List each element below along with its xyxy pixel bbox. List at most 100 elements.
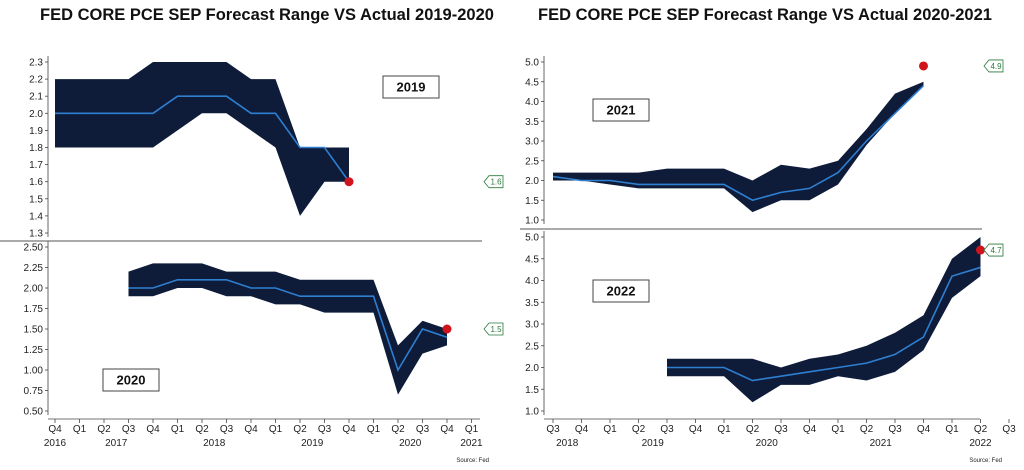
chart-title-right: FED CORE PCE SEP Forecast Range VS Actua… <box>538 6 992 24</box>
x-tick-label: Q4 <box>440 424 454 435</box>
y-tick-label: 1.00 <box>24 366 44 377</box>
x-tick-label: Q2 <box>195 424 209 435</box>
year-label-box-2021 <box>592 98 650 122</box>
year-label-text: 2020 <box>117 373 146 388</box>
y-tick-label: 2.1 <box>29 92 43 103</box>
year-label-text: 2021 <box>607 103 636 118</box>
y-tick-label: 1.50 <box>24 325 44 336</box>
y-tick-label: 1.0 <box>525 407 539 418</box>
x-tick-label: Q1 <box>367 424 381 435</box>
x-year-label: 2021 <box>460 438 483 449</box>
x-tick-label: Q4 <box>342 424 356 435</box>
source-note-left: Source: Fed <box>456 458 489 464</box>
x-year-label: 2020 <box>756 438 779 449</box>
y-tick-label: 2.00 <box>24 284 44 295</box>
y-tick-label: 1.3 <box>29 229 43 240</box>
x-tick-label: Q3 <box>774 424 788 435</box>
actual-value-tag-2020 <box>483 322 504 336</box>
y-tick-label: 4.0 <box>525 276 539 287</box>
forecast-range-band-2019 <box>55 62 349 216</box>
median-line-2021 <box>552 85 925 202</box>
x-tick-label: Q4 <box>917 424 931 435</box>
x-tick-label: Q3 <box>546 424 560 435</box>
x-tick-label: Q4 <box>146 424 160 435</box>
x-tick-label: Q1 <box>171 424 185 435</box>
x-tick-label: Q4 <box>244 424 258 435</box>
x-year-label: 2020 <box>399 438 422 449</box>
x-year-label: 2019 <box>301 438 324 449</box>
y-tick-label: 4.5 <box>525 77 539 88</box>
y-tick-label: 1.0 <box>525 216 539 227</box>
y-tick-label: 1.4 <box>29 211 43 222</box>
x-tick-label: Q1 <box>717 424 731 435</box>
x-year-label: 2016 <box>44 438 67 449</box>
y-tick-label: 2.25 <box>24 263 44 274</box>
actual-value-dot-2020 <box>442 324 452 334</box>
x-tick-label: Q1 <box>945 424 959 435</box>
y-tick-label: 2.50 <box>24 243 44 254</box>
y-tick-label: 4.5 <box>525 254 539 265</box>
x-tick-label: Q4 <box>575 424 589 435</box>
median-line-2020 <box>128 278 448 372</box>
y-tick-label: 1.5 <box>525 196 539 207</box>
y-tick-label: 2.0 <box>29 109 43 120</box>
x-tick-label: Q1 <box>831 424 845 435</box>
actual-value-dot-2022 <box>976 245 985 255</box>
y-tick-label: 0.50 <box>24 407 44 418</box>
x-year-label: 2019 <box>642 438 665 449</box>
x-tick-label: Q1 <box>465 424 479 435</box>
x-tick-label: Q2 <box>974 424 988 435</box>
y-tick-label: 1.6 <box>29 177 43 188</box>
x-year-label: 2018 <box>556 438 579 449</box>
actual-value-tag-label: 1.5 <box>490 325 502 334</box>
x-tick-label: Q2 <box>391 424 405 435</box>
forecast-range-band-2021 <box>553 81 924 213</box>
y-tick-label: 1.7 <box>29 160 43 171</box>
x-tick-label: Q4 <box>689 424 703 435</box>
x-tick-label: Q3 <box>220 424 234 435</box>
actual-value-tag-2019 <box>483 175 504 189</box>
y-tick-label: 5.0 <box>525 58 539 69</box>
y-tick-label: 4.0 <box>525 97 539 108</box>
x-tick-label: Q3 <box>660 424 674 435</box>
x-tick-label: Q2 <box>293 424 307 435</box>
chart-title-left: FED CORE PCE SEP Forecast Range VS Actua… <box>40 6 494 24</box>
x-tick-label: Q4 <box>803 424 817 435</box>
x-year-label: 2022 <box>969 438 992 449</box>
source-note-right: Source: Fed <box>969 458 1002 464</box>
actual-value-tag-label: 1.6 <box>490 178 502 187</box>
x-tick-label: Q3 <box>1002 424 1016 435</box>
y-tick-label: 2.0 <box>525 176 539 187</box>
y-tick-label: 1.9 <box>29 126 43 137</box>
year-label-box-2020 <box>102 368 160 392</box>
x-tick-label: Q1 <box>603 424 617 435</box>
x-year-label: 2018 <box>203 438 226 449</box>
y-tick-label: 3.0 <box>525 137 539 148</box>
y-tick-label: 2.5 <box>525 156 539 167</box>
actual-value-dot-2021 <box>919 61 928 71</box>
actual-value-tag-label: 4.9 <box>990 62 1002 71</box>
actual-value-tag-2022 <box>983 243 1004 257</box>
actual-value-tag-2021 <box>983 59 1004 73</box>
x-year-label: 2017 <box>105 438 128 449</box>
actual-value-tag-label: 4.7 <box>990 246 1002 255</box>
y-tick-label: 5.0 <box>525 233 539 244</box>
median-line-2019 <box>55 95 350 183</box>
y-tick-label: 3.5 <box>525 117 539 128</box>
x-tick-label: Q2 <box>632 424 646 435</box>
y-tick-label: 0.75 <box>24 386 44 397</box>
median-line-2022 <box>667 266 981 382</box>
x-tick-label: Q2 <box>746 424 760 435</box>
y-tick-label: 3.0 <box>525 320 539 331</box>
year-label-box-2019 <box>382 75 440 99</box>
y-tick-label: 1.25 <box>24 345 44 356</box>
y-tick-label: 3.5 <box>525 298 539 309</box>
year-label-text: 2019 <box>397 80 426 95</box>
x-tick-label: Q3 <box>318 424 332 435</box>
year-label-box-2022 <box>592 279 650 303</box>
y-tick-label: 2.5 <box>525 341 539 352</box>
x-tick-label: Q3 <box>122 424 136 435</box>
x-tick-label: Q3 <box>416 424 430 435</box>
x-year-label: 2021 <box>870 438 893 449</box>
x-tick-label: Q2 <box>97 424 111 435</box>
